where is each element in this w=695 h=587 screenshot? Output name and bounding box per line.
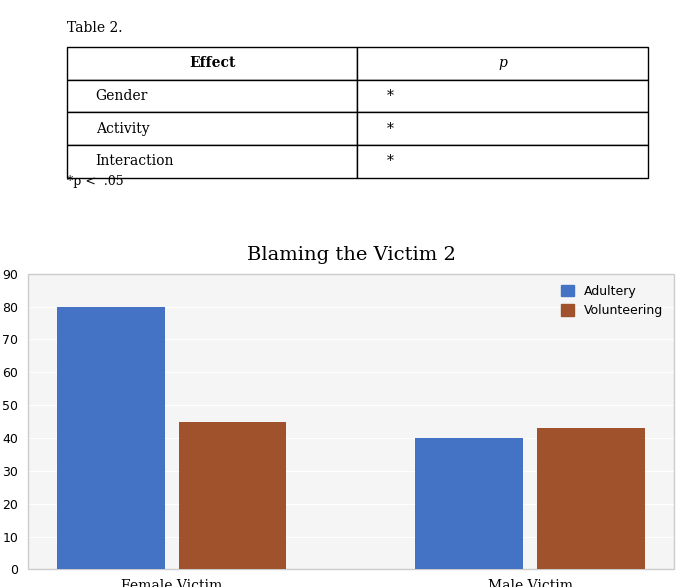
- Bar: [537, 428, 645, 569]
- Bar: [28, 274, 674, 569]
- Text: *p <  .05: *p < .05: [67, 175, 123, 188]
- Bar: [416, 438, 523, 569]
- Text: Table 2.: Table 2.: [67, 21, 122, 35]
- Bar: [57, 306, 165, 569]
- Title: Blaming the Victim 2: Blaming the Victim 2: [247, 246, 455, 264]
- Legend: Adultery, Volunteering: Adultery, Volunteering: [556, 280, 668, 322]
- Bar: [179, 421, 286, 569]
